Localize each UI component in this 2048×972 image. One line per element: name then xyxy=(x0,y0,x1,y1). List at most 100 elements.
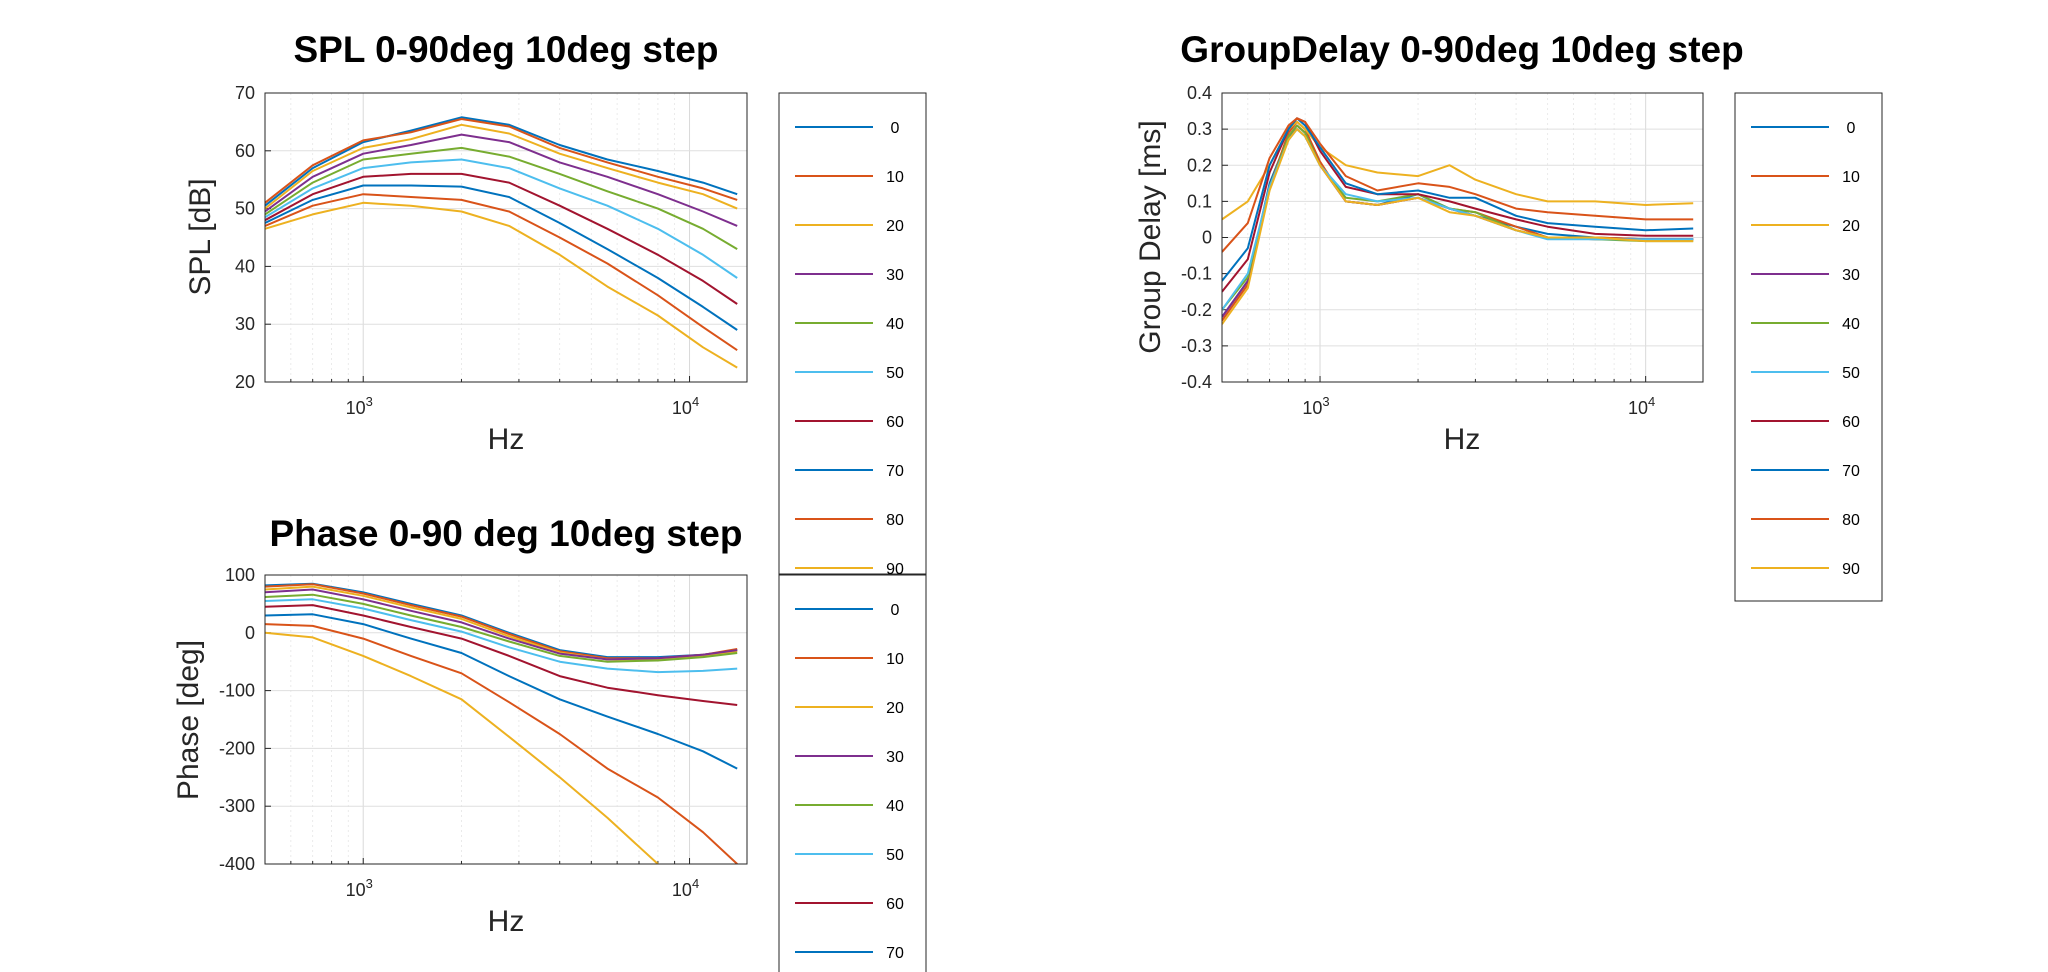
legend-entry: 10 xyxy=(1842,169,1860,186)
x-tick-label: 103 xyxy=(346,876,373,900)
y-axis-label: Group Delay [ms] xyxy=(1134,120,1167,353)
x-axis-label: Hz xyxy=(488,423,525,456)
y-tick-label: 0.1 xyxy=(1187,191,1212,211)
series-line-80 xyxy=(265,623,738,864)
legend-entry: 30 xyxy=(1842,267,1860,284)
series-line-10 xyxy=(265,118,738,204)
legend-entry: 0 xyxy=(891,120,900,137)
y-tick-label: 0 xyxy=(245,623,255,643)
legend-entry: 60 xyxy=(886,896,904,913)
legend-entry: 50 xyxy=(1842,365,1860,382)
y-tick-label: -200 xyxy=(219,738,255,758)
series-line-0 xyxy=(265,116,738,207)
legend-entry: 80 xyxy=(1842,512,1860,529)
y-tick-label: 30 xyxy=(235,314,255,334)
legend-entry: 50 xyxy=(886,847,904,864)
y-tick-label: 50 xyxy=(235,199,255,219)
legend-entry: 90 xyxy=(886,561,904,578)
y-tick-label: 40 xyxy=(235,256,255,276)
x-tick-label: 104 xyxy=(1628,394,1655,418)
plot-frame xyxy=(1221,92,1704,383)
legend-box xyxy=(778,574,927,972)
legend: 0 10 20 30 40 50 60 70 80 90 xyxy=(1734,92,1883,602)
legend-entry: 40 xyxy=(1842,316,1860,333)
legend-entry: 70 xyxy=(1842,463,1860,480)
y-tick-label: 0.4 xyxy=(1187,83,1212,103)
series-line-0 xyxy=(1222,128,1694,318)
y-tick-label: 20 xyxy=(235,372,255,392)
series-line-30 xyxy=(265,133,738,227)
legend-box xyxy=(778,92,927,575)
y-tick-label: 70 xyxy=(235,83,255,103)
legend-entry: 10 xyxy=(886,169,904,186)
y-tick-label: -0.2 xyxy=(1181,300,1212,320)
series-line-70 xyxy=(265,184,738,331)
y-tick-label: -100 xyxy=(219,681,255,701)
series-line-80 xyxy=(1222,117,1694,253)
legend: 0 10 20 30 40 50 60 70 xyxy=(778,574,927,972)
legend-entry: 20 xyxy=(1842,218,1860,235)
y-axis-label: SPL [dB] xyxy=(184,178,217,295)
series-line-70 xyxy=(265,613,738,770)
series-line-90 xyxy=(1222,128,1694,325)
series-line-60 xyxy=(265,604,738,706)
y-tick-label: 0.2 xyxy=(1187,155,1212,175)
y-tick-label: 0.3 xyxy=(1187,119,1212,139)
series-group xyxy=(1222,117,1694,325)
x-axis-label: Hz xyxy=(1444,423,1481,456)
y-axis-label: Phase [deg] xyxy=(172,640,205,800)
legend-entry: 70 xyxy=(886,945,904,962)
x-tick-label: 104 xyxy=(672,394,699,418)
legend-entry: 70 xyxy=(886,463,904,480)
series-line-20 xyxy=(265,123,738,210)
legend-entry: 10 xyxy=(886,651,904,668)
legend-entry: 60 xyxy=(1842,414,1860,431)
x-axis-label: Hz xyxy=(488,905,525,938)
y-tick-label: -0.3 xyxy=(1181,336,1212,356)
y-tick-label: 100 xyxy=(225,565,255,585)
y-tick-label: -0.4 xyxy=(1181,372,1212,392)
chart-title: Phase 0-90 deg 10deg step xyxy=(270,513,743,554)
chart-1: 20 30 40 50 60 70 103 104 SPL 0-90deg 10deg step… xyxy=(184,29,927,578)
series-line-70 xyxy=(1222,117,1694,282)
x-tick-label: 103 xyxy=(1302,394,1329,418)
y-tick-label: 0 xyxy=(1202,228,1212,248)
series-group xyxy=(265,582,738,864)
series-line-30 xyxy=(1222,124,1694,318)
legend: 0 10 20 30 40 50 60 70 80 90 xyxy=(778,92,927,578)
series-line-90 xyxy=(265,201,738,369)
legend-entry: 40 xyxy=(886,798,904,815)
series-line-10 xyxy=(265,583,738,660)
legend-box xyxy=(1734,92,1883,602)
series-line-50 xyxy=(265,598,738,674)
plot-frame xyxy=(264,574,748,865)
legend-entry: 0 xyxy=(1847,120,1856,137)
chart-title: GroupDelay 0-90deg 10deg step xyxy=(1180,29,1743,70)
x-tick-label: 104 xyxy=(672,876,699,900)
chart-3: -0.4 -0.3 -0.2 -0.1 0 0.1 0.2 0.3 0.4 103 104 Group… xyxy=(1134,29,1883,602)
series-line-20 xyxy=(1222,120,1694,221)
series-line-50 xyxy=(265,158,738,279)
series-line-40 xyxy=(265,593,738,663)
series-line-40 xyxy=(265,146,738,250)
series-line-80 xyxy=(265,193,738,352)
legend-entry: 50 xyxy=(886,365,904,382)
series-line-20 xyxy=(265,585,738,661)
series-line-90 xyxy=(265,631,659,864)
chart-title: SPL 0-90deg 10deg step xyxy=(294,29,719,70)
plot-frame xyxy=(264,92,748,383)
x-tick-label: 103 xyxy=(346,394,373,418)
series-line-10 xyxy=(1222,120,1694,322)
grid xyxy=(1221,92,1703,383)
legend-entry: 20 xyxy=(886,218,904,235)
legend-entry: 30 xyxy=(886,267,904,284)
series-line-60 xyxy=(265,172,738,305)
series-group xyxy=(265,116,738,369)
y-tick-label: -0.1 xyxy=(1181,264,1212,284)
series-line-30 xyxy=(265,588,738,661)
legend-entry: 80 xyxy=(886,512,904,529)
y-tick-label: -400 xyxy=(219,854,255,874)
y-tick-label: 60 xyxy=(235,141,255,161)
